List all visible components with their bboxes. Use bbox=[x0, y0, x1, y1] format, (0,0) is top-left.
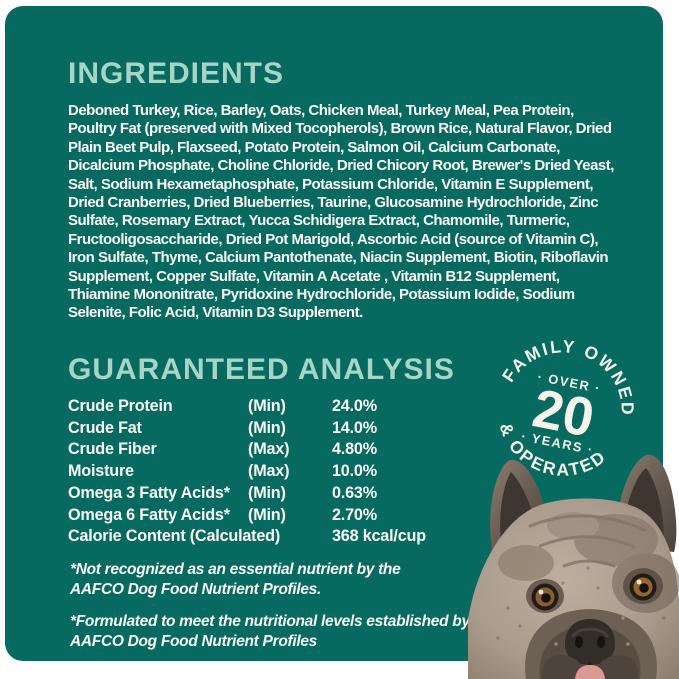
french-bulldog-photo bbox=[468, 454, 679, 679]
ga-row-value: 10.0% bbox=[332, 462, 377, 481]
ga-row-basis: (Min) bbox=[248, 483, 286, 502]
ga-row-basis: (Max) bbox=[248, 462, 290, 481]
aafco-footnote-omega: *Not recognized as an essential nutrient… bbox=[70, 561, 401, 598]
ga-row-value: 14.0% bbox=[332, 418, 377, 437]
ga-row-label: Omega 6 Fatty Acids* bbox=[68, 505, 230, 524]
ga-row-basis: (Max) bbox=[248, 440, 290, 459]
ga-row-basis: (Min) bbox=[248, 397, 286, 415]
ga-row-value: 4.80% bbox=[332, 440, 377, 459]
badge-years-number: 20 bbox=[528, 377, 599, 448]
family-owned-badge: FAMILY OWNED & OPERATED · OVER · 20 · YE… bbox=[488, 328, 642, 482]
guaranteed-analysis-table: Crude Protein (Min) 24.0% Crude Fat (Min… bbox=[68, 396, 488, 548]
ingredients-title: INGREDIENTS bbox=[68, 57, 285, 90]
ingredients-list: Deboned Turkey, Rice, Barley, Oats, Chic… bbox=[68, 102, 614, 322]
dog-speckles bbox=[496, 566, 666, 646]
ga-row-value: 24.0% bbox=[332, 397, 377, 415]
dog-eyes bbox=[526, 568, 663, 613]
ga-row-value: 2.70% bbox=[332, 505, 377, 524]
ga-row-basis: (Min) bbox=[248, 418, 286, 437]
ga-row-basis: (Min) bbox=[248, 505, 286, 524]
dog-wrinkles bbox=[528, 514, 646, 568]
ga-row-label: Calorie Content (Calculated) bbox=[68, 527, 281, 546]
aafco-footnote-formulated: *Formulated to meet the nutritional leve… bbox=[70, 613, 496, 650]
ga-row-label: Moisture bbox=[68, 462, 134, 481]
dog-muzzle bbox=[525, 609, 657, 679]
ga-row-label: Crude Protein bbox=[68, 397, 173, 415]
guaranteed-analysis-title: GUARANTEED ANALYSIS bbox=[68, 353, 455, 386]
ga-row-value: 0.63% bbox=[332, 483, 377, 502]
ga-row-label: Crude Fat bbox=[68, 418, 142, 437]
ga-row-label: Crude Fiber bbox=[68, 440, 157, 459]
ga-row-value: 368 kcal/cup bbox=[332, 527, 426, 546]
ga-row-label: Omega 3 Fatty Acids* bbox=[68, 483, 230, 502]
